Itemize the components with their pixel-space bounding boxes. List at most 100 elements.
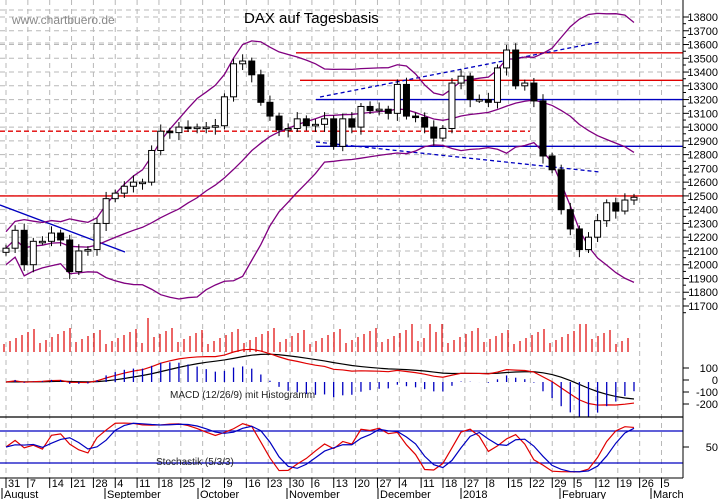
price-axis-label: 13000 — [687, 122, 718, 134]
day-label: 5 — [664, 478, 670, 490]
day-label: 18 — [161, 478, 173, 490]
price-axis-label: 11900 — [688, 273, 718, 285]
candle-down — [539, 100, 547, 157]
candle-up — [175, 126, 183, 134]
candle-down — [466, 75, 474, 101]
candle-down — [302, 118, 310, 127]
candle-up — [211, 125, 219, 128]
stochastic-panel — [0, 416, 683, 473]
day-label: 7 — [30, 478, 36, 490]
candle-up — [439, 127, 447, 139]
macd-axis-label: -100 — [696, 387, 718, 399]
candle-up — [120, 185, 128, 194]
candle-up — [111, 192, 119, 200]
candle-up — [357, 105, 365, 128]
macd-label: MACD (12/26/9) mit Histogramm — [170, 390, 315, 401]
day-label: 28 — [95, 478, 107, 490]
candle-up — [448, 82, 456, 129]
candle-down — [412, 115, 420, 119]
price-axis-label: 13600 — [687, 40, 718, 52]
price-axis-label: 13100 — [687, 108, 718, 120]
candle-down — [575, 228, 583, 251]
macd-axis-label: -200 — [696, 399, 718, 411]
candle-up — [321, 118, 329, 125]
candle-up — [630, 196, 638, 201]
month-label: December — [380, 489, 431, 499]
macd-axis-label: 100 — [700, 363, 718, 375]
candle-down — [275, 115, 283, 131]
candle-up — [284, 127, 292, 131]
candle-up — [29, 240, 37, 266]
price-axis-label: 11700 — [688, 301, 718, 313]
candle-up — [75, 250, 83, 273]
day-label: 25 — [183, 478, 195, 490]
day-label: 6 — [314, 478, 320, 490]
day-label: 23 — [270, 478, 282, 490]
month-label: March — [653, 489, 684, 499]
stoch-d-line — [5, 422, 635, 473]
day-label: 13 — [336, 478, 348, 490]
candle-down — [421, 116, 429, 128]
price-axis-label: 13300 — [687, 81, 718, 93]
bollinger-lower — [5, 141, 635, 300]
candle-up — [129, 181, 137, 187]
candle-up — [457, 75, 465, 84]
day-label: 20 — [358, 478, 370, 490]
price-axis-label: 12800 — [687, 150, 718, 162]
day-label: 12 — [598, 478, 610, 490]
day-label: 8 — [489, 478, 495, 490]
trend-line — [0, 204, 126, 253]
candle-down — [184, 126, 192, 130]
candle-down — [402, 83, 410, 117]
candle-up — [393, 83, 401, 114]
day-label: 4 — [401, 478, 407, 490]
day-label: 16 — [248, 478, 260, 490]
candle-up — [375, 108, 383, 112]
candle-down — [366, 105, 374, 112]
candle-up — [503, 49, 511, 69]
candle-up — [475, 99, 483, 102]
candle-up — [594, 220, 602, 238]
candle-up — [38, 240, 46, 244]
watermark: www.chartbuero.de — [11, 13, 115, 27]
bollinger-middle — [5, 99, 635, 249]
candle-down — [530, 82, 538, 102]
month-label: February — [562, 489, 607, 499]
day-label: 27 — [467, 478, 479, 490]
price-axis-label: 12000 — [687, 260, 718, 272]
candle-up — [239, 60, 247, 65]
candle-up — [84, 249, 92, 252]
candle-up — [193, 126, 201, 130]
macd-line — [5, 348, 635, 406]
candle-down — [612, 202, 620, 212]
candle-down — [512, 49, 520, 87]
candle-down — [57, 232, 65, 241]
stoch-axis-label: 50 — [706, 442, 718, 454]
chart-title: DAX auf Tagesbasis — [244, 10, 379, 27]
candle-down — [430, 126, 438, 139]
price-axis-label: 12900 — [687, 136, 718, 148]
day-label: 27 — [379, 478, 391, 490]
trend-line — [315, 141, 601, 173]
day-label: 26 — [642, 478, 654, 490]
candle-up — [93, 222, 101, 251]
price-axis-label: 13200 — [687, 95, 718, 107]
candle-up — [521, 82, 529, 87]
month-label: 2018 — [463, 489, 487, 499]
candle-up — [139, 181, 147, 185]
candle-down — [20, 229, 28, 266]
candle-down — [548, 155, 556, 171]
candle-down — [248, 60, 256, 76]
candle-down — [566, 209, 574, 230]
day-label: 9 — [227, 478, 233, 490]
price-axis-label: 11800 — [688, 287, 718, 299]
candle-up — [293, 118, 301, 129]
candle-down — [348, 118, 356, 128]
candle-up — [339, 118, 347, 147]
candle-up — [603, 202, 611, 222]
price-axis-label: 13400 — [687, 67, 718, 79]
candle-down — [384, 108, 392, 114]
price-axis-label: 13700 — [687, 26, 718, 38]
